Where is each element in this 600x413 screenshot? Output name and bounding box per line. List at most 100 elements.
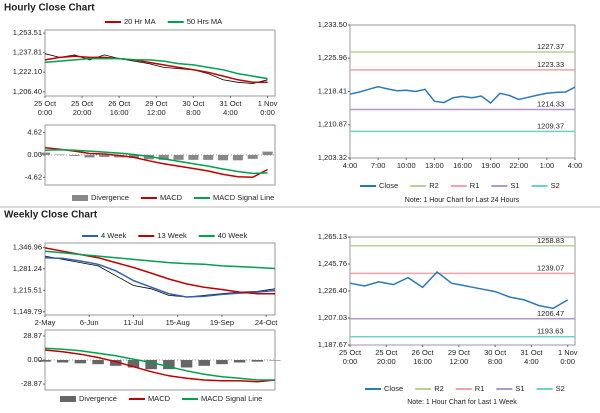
plot-frame [44,242,276,316]
x-tick-label-box: 6-Jun [79,318,99,327]
x-tick-label: 19-Sep [209,318,235,327]
y-tick-label: 0.00 [27,150,42,159]
x-tick-label: 22:00 [509,161,529,170]
series-line [349,270,569,310]
legend-label: 50 Hrs MA [187,17,222,26]
bar [110,360,122,366]
x-tick-label: 24-Oct [254,318,278,327]
x-tick-label: 1 Nov 0:00 [257,99,278,117]
x-tick-label-box: 19-Sep [209,318,235,327]
legend-label: R2 [434,384,444,393]
legend-label: MACD [160,193,183,202]
x-tick-label-box: 26 Oct 16:00 [412,348,434,366]
section-title: Weekly Close Chart [4,210,98,221]
y-tick-label: 1,218.41 [318,86,347,95]
bar [127,360,140,368]
y-tick-label: 1,281.24 [13,264,42,273]
legend-label: 4 Week [101,231,127,240]
bar [188,155,199,160]
bar [262,151,273,155]
y-tick-label: 28.87 [23,331,42,340]
x-tick-label-box: 7:00 [371,161,386,170]
level-label: 1227.37 [537,42,564,51]
y-tick-label: 1,210.87 [318,120,347,129]
bar [69,155,80,156]
bar [247,155,258,159]
bar [232,155,243,161]
y-tick-label: -28.87 [21,379,42,388]
x-tick-label-box: 25 Oct 20:00 [375,348,398,366]
series-line [44,349,276,383]
x-tick-label: 1 Nov 0:00 [557,348,578,366]
legend-label: R1 [470,181,480,190]
y-tick-label: 1,225.96 [318,53,347,62]
x-tick-label-box: 24-Oct [254,318,278,327]
y-tick-label: 1,206.40 [13,87,42,96]
bar [56,360,69,363]
x-tick-label-box: 31 Oct 4:00 [520,348,542,366]
y-tick-label: 1,253.51 [13,28,42,37]
legend-label: 20 Hr MA [124,17,156,26]
legend-label: R1 [475,384,485,393]
bar [216,360,228,365]
bar [173,155,184,160]
series-line [44,256,276,298]
y-tick-label: 1,222.10 [13,67,42,76]
legend-label: S2 [556,384,565,393]
bar [74,360,87,364]
bar [145,360,157,370]
series-line [349,85,576,104]
x-tick-label: 30 Oct 8:00 [182,99,205,117]
x-tick-label: 25 Oct 0:00 [33,99,57,117]
x-tick-label: 4:00 [342,161,358,170]
legend-label: Close [379,181,398,190]
x-tick-label: 2-May [34,318,56,327]
x-tick-label-box: 25 Oct 0:00 [338,348,362,366]
x-tick-label: 25 Oct 20:00 [375,348,398,366]
x-tick-label-box: 15-Aug [166,318,190,327]
y-tick-label: 1,226.40 [318,286,347,295]
x-tick-label: 29 Oct 12:00 [145,99,168,117]
bar [269,360,281,361]
x-tick-label: 19:00 [481,161,501,170]
x-tick-label-box: 31 Oct 4:00 [219,99,242,117]
level-label: 1239.07 [537,263,564,272]
y-tick-label: 1,233.50 [318,20,347,29]
bar [198,360,210,366]
bar [251,360,264,362]
series-line [44,57,268,80]
bar [54,154,65,156]
level-label: 1214.33 [537,99,564,108]
x-tick-label: 25 Oct 0:00 [338,348,362,366]
x-tick-label: 6-Jun [79,318,99,327]
chart-note: Note: 1 Hour Chart for Last 24 Hours [405,197,520,204]
x-tick-label: 31 Oct 4:00 [219,99,242,117]
x-tick-label-box: 25 Oct 0:00 [33,99,57,117]
bar [39,360,51,362]
bar [92,360,104,365]
legend-label: MACD [148,394,171,403]
x-tick-label: 4:00 [567,161,583,170]
y-tick-label: 1,215.51 [13,285,42,294]
bar [99,155,110,157]
x-tick-label-box: 30 Oct 8:00 [484,348,506,366]
legend-label: MACD Signal Line [201,394,262,403]
x-tick-label-box: 11-Jul [123,318,144,327]
x-tick-label-box: 4:00 [342,161,358,170]
x-tick-label: 16:00 [453,161,472,170]
y-tick-label: 1,237.81 [13,48,42,57]
bar [129,155,140,158]
y-tick-label: 1,187.67 [318,340,347,349]
legend-label: 13 Week [157,231,187,240]
y-tick-label: 4.62 [27,128,42,137]
x-tick-label: 11-Jul [123,318,144,327]
level-label: 1209.37 [537,121,564,130]
x-tick-label-box: 26 Oct 16:00 [108,99,130,117]
series-line [44,148,268,175]
legend-label: S2 [551,181,560,190]
x-tick-label-box: 2-May [34,318,56,327]
series-line [44,347,275,381]
y-tick-label: 1,203.32 [318,153,347,162]
y-tick-label: 1,149.79 [13,307,42,316]
bar [84,155,95,158]
